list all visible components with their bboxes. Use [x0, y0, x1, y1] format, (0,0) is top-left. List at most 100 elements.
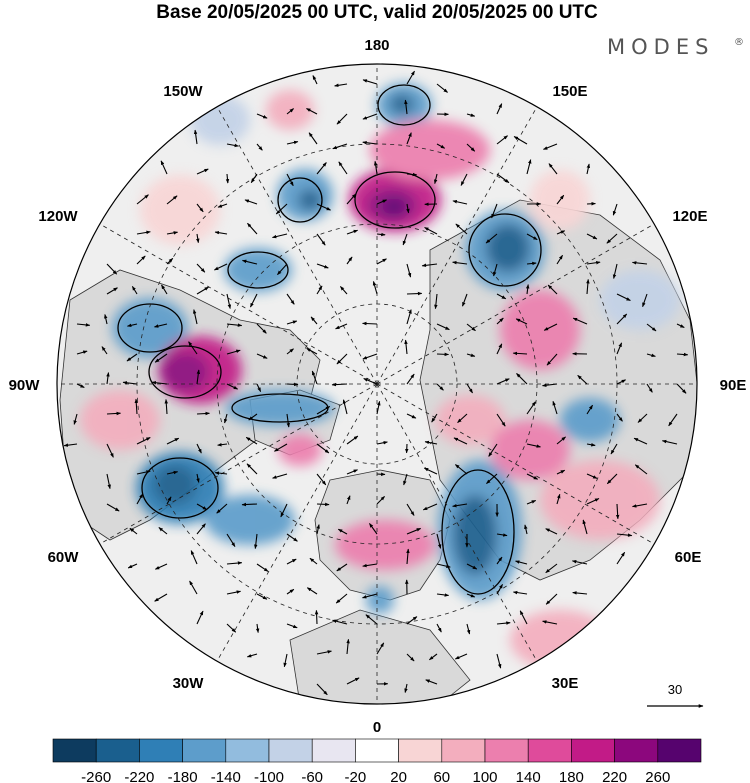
wind-vector — [101, 346, 108, 355]
colorbar-swatch — [441, 738, 486, 763]
wind-vector — [129, 527, 138, 535]
wind-vector — [225, 173, 230, 184]
contour-line — [354, 171, 436, 229]
wind-vector — [166, 257, 174, 265]
wind-vector — [556, 230, 566, 235]
lon-label-90w: 90W — [9, 377, 41, 394]
wind-vector — [545, 563, 558, 574]
wind-vector — [196, 443, 202, 454]
wind-vector — [286, 588, 295, 595]
wind-vector — [616, 313, 628, 325]
wind-vector — [196, 168, 209, 175]
wind-vector — [526, 159, 532, 175]
wind-vector — [571, 559, 588, 565]
wind-vector — [76, 383, 85, 389]
anomaly-region — [453, 495, 497, 575]
wind-vector — [306, 587, 318, 595]
wind-vector — [524, 524, 528, 535]
wind-vector — [332, 143, 348, 150]
colorbar-tick-label: -180 — [168, 769, 198, 783]
wind-vector — [422, 503, 438, 511]
wind-vector — [286, 413, 290, 428]
wind-vector — [308, 132, 318, 145]
anomaly-region — [190, 95, 250, 145]
modes-logo: MODES — [607, 35, 714, 59]
wind-vector — [104, 314, 108, 325]
wind-vector — [188, 341, 198, 355]
wind-vector — [610, 443, 618, 455]
wind-vector — [346, 469, 358, 475]
wind-vector — [316, 233, 326, 246]
wind-vector — [526, 473, 539, 480]
wind-vector — [362, 353, 378, 360]
wind-vector — [434, 293, 438, 310]
wind-vector — [136, 470, 151, 475]
wind-vector — [452, 260, 468, 265]
contour-line — [277, 177, 323, 223]
wind-vector — [256, 143, 263, 151]
wind-vector — [424, 440, 438, 445]
wind-vector — [339, 286, 348, 295]
wind-vector — [496, 293, 507, 300]
wind-vector — [286, 382, 299, 387]
lon-label-0: 0 — [373, 719, 381, 736]
colorbar-tick-label: 20 — [390, 769, 407, 783]
wind-vector — [275, 203, 288, 215]
wind-vector — [586, 163, 591, 175]
wind-vector — [277, 263, 288, 275]
wind-vector — [196, 203, 204, 213]
wind-vector — [519, 610, 528, 625]
wind-vector — [488, 443, 498, 457]
wind-vector — [151, 380, 168, 385]
wind-vector — [406, 172, 418, 177]
wind-vector — [376, 400, 381, 415]
wind-vector — [362, 593, 378, 599]
wind-vector — [214, 471, 228, 475]
wind-vector — [572, 317, 588, 325]
wind-vector — [406, 132, 412, 145]
anomaly-region — [500, 290, 580, 370]
contour-line — [377, 84, 431, 126]
wind-vector — [338, 161, 348, 175]
wind-vector — [376, 258, 387, 265]
wind-vector — [542, 620, 558, 625]
wind-vector — [466, 563, 478, 570]
anomaly-region — [435, 395, 505, 445]
wind-vector — [548, 163, 558, 175]
wind-vector — [453, 437, 468, 445]
wind-vector — [362, 113, 378, 120]
wind-vector — [335, 593, 348, 604]
wind-vector — [606, 473, 618, 485]
meridian-line — [99, 383, 378, 545]
wind-vector — [286, 348, 294, 355]
anomaly-region — [390, 94, 414, 114]
wind-vector — [247, 222, 258, 235]
wind-vector — [337, 528, 348, 535]
wind-vector — [106, 263, 118, 275]
wind-vector — [286, 108, 294, 115]
wind-vector — [406, 527, 422, 535]
wind-vector — [496, 413, 506, 427]
lon-label-120w: 120W — [38, 208, 78, 225]
wind-vector — [196, 263, 206, 273]
lon-label-180: 180 — [364, 37, 389, 54]
wind-vector — [126, 353, 138, 362]
meridian-line — [99, 223, 378, 385]
wind-vector — [526, 261, 537, 266]
wind-vector — [526, 233, 538, 241]
wind-vector — [406, 263, 412, 278]
wind-vector — [226, 293, 232, 309]
wind-vector — [526, 499, 537, 505]
wind-vector — [404, 99, 408, 115]
wind-vector — [166, 437, 180, 445]
wind-vector — [136, 255, 146, 265]
wind-vector — [515, 560, 528, 565]
wind-vector — [249, 293, 258, 308]
wind-vector — [516, 373, 528, 385]
wind-vector — [466, 383, 473, 394]
colorbar-swatch — [484, 738, 529, 763]
wind-vector — [545, 593, 558, 605]
meridian-line — [376, 223, 655, 385]
wind-vector — [496, 556, 503, 565]
